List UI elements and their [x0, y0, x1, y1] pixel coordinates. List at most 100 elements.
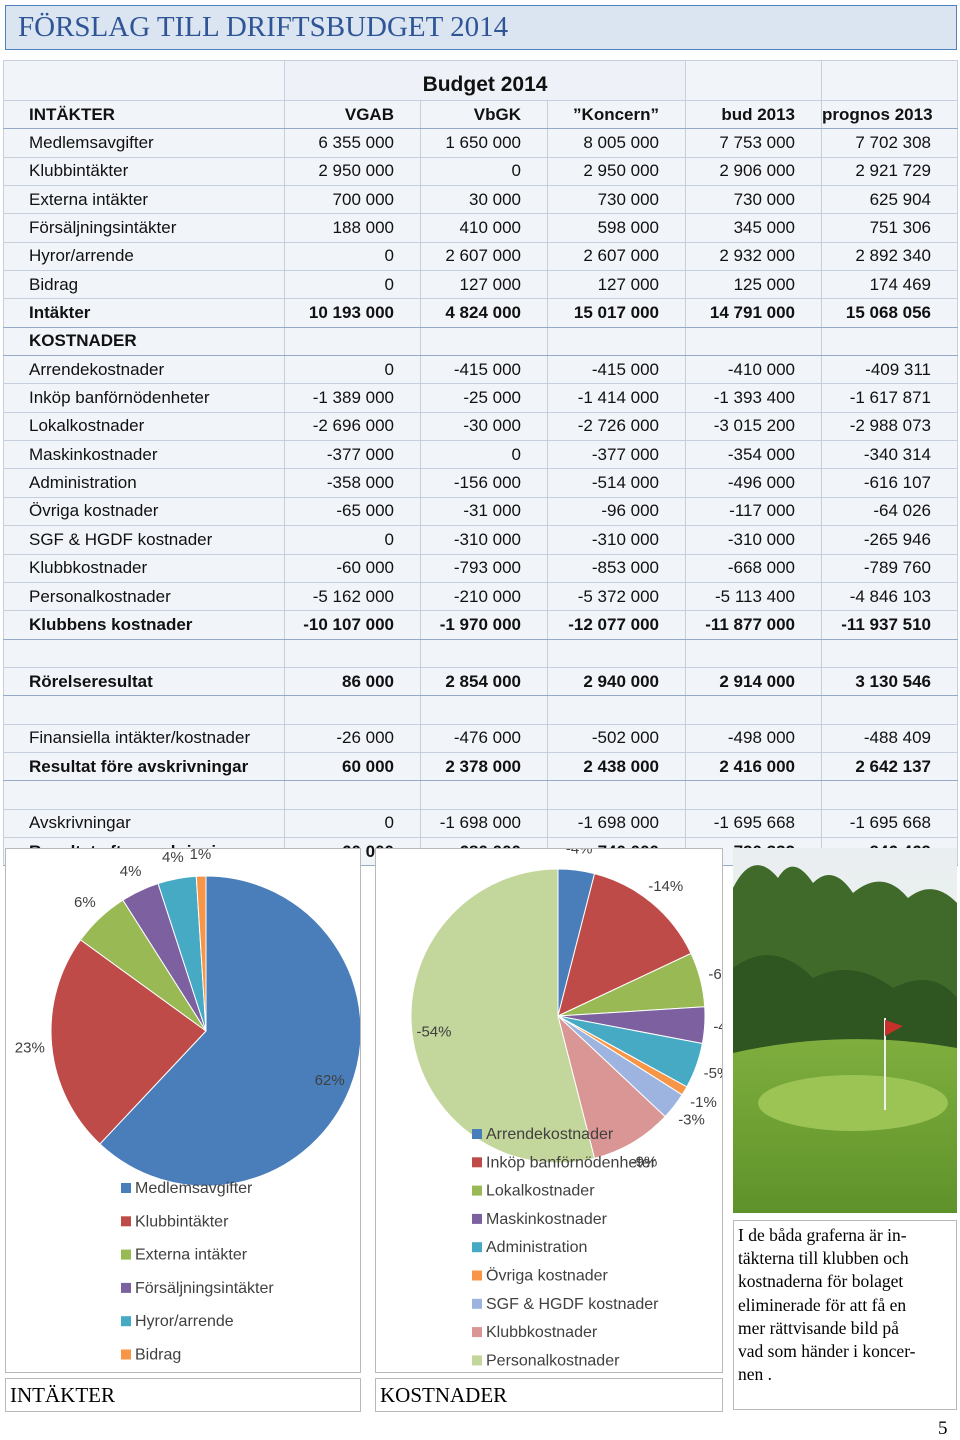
- table-row: Resultat före avskrivningar 60 000 2 378 0…: [3, 751, 959, 782]
- cell: -358 000: [284, 468, 421, 498]
- legend-label: Administration: [486, 1239, 587, 1256]
- golf-photo: [733, 848, 957, 1213]
- cell: -5 113 400: [685, 581, 823, 612]
- cell: -117 000: [685, 496, 823, 527]
- cell: -5 162 000: [284, 581, 421, 612]
- cell: -377 000: [546, 440, 687, 470]
- cell: -410 000: [685, 355, 823, 385]
- column-header: ”Koncern”: [546, 99, 687, 130]
- cell: -1 414 000: [546, 383, 687, 413]
- cell: [3, 60, 285, 101]
- table-row: Klubbens kostnader -10 107 000 -1 970 000-…: [3, 610, 959, 640]
- legend-swatch: [121, 1183, 131, 1193]
- legend-swatch: [472, 1270, 482, 1281]
- cell: 0: [284, 241, 421, 272]
- cell: 7 702 308: [821, 128, 959, 158]
- cell: 730 000: [685, 185, 823, 215]
- cell: 2 438 000: [546, 751, 687, 782]
- cell: [685, 326, 823, 357]
- slice-label: -1%: [690, 1094, 717, 1111]
- cell: [284, 326, 421, 357]
- header-row: INTÄKTER VGAB VbGK ”Koncern” bud 2013 prognos…: [3, 99, 959, 130]
- cell: Övriga kostnader: [3, 496, 285, 527]
- cell: -1 617 871: [821, 383, 959, 413]
- table-row: SGF & HGDF kostnader 0 -310 000 -310 000 -31…: [3, 525, 959, 555]
- slice-label: -14%: [648, 878, 683, 895]
- table-row: Administration -358 000 -156 000 -514 000 -4…: [3, 468, 959, 498]
- cell: Externa intäkter: [3, 185, 285, 215]
- caption-line: I de båda graferna är in-: [738, 1225, 907, 1245]
- cell: 2 950 000: [284, 156, 421, 187]
- table-row: Klubbintäkter 2 950 000 0 2 950 000 2 906 00…: [3, 156, 959, 187]
- cell: 700 000: [284, 185, 421, 215]
- legend-label: Inköp banförnödenheter: [486, 1154, 657, 1171]
- cell: -1 389 000: [284, 383, 421, 413]
- column-header: VGAB: [284, 99, 421, 130]
- legend-swatch: [472, 1242, 482, 1253]
- cell: 30 000: [420, 185, 548, 215]
- income-pie-panel: 62% 23% 6% 4% 4% 1% Medlemsavgifter Klubbintäkt…: [5, 848, 361, 1373]
- spacer-row: [3, 638, 959, 668]
- cell: [284, 695, 421, 725]
- table-row: Arrendekostnader 0 -415 000 -415 000 -410 00…: [3, 355, 959, 385]
- cell: -616 107: [821, 468, 959, 498]
- table-row: Inköp banförnödenheter -1 389 000 -25 000-…: [3, 383, 959, 413]
- cell: -4 846 103: [821, 581, 959, 612]
- budget-table: Budget 2014 INTÄKTER VGAB VbGK ”Koncern” bud …: [3, 60, 959, 867]
- slice-label: -5%: [704, 1065, 723, 1082]
- legend-swatch: [121, 1316, 131, 1327]
- cell: 15 068 056: [821, 298, 959, 328]
- budget-header: Budget 2014: [283, 60, 687, 101]
- table-row: Försäljningsintäkter 188 000 410 000 598 00…: [3, 213, 959, 243]
- cell: -3 015 200: [685, 411, 823, 442]
- legend-label: Arrendekostnader: [486, 1126, 614, 1143]
- cell: 4 824 000: [420, 298, 548, 328]
- cell: 0: [284, 270, 421, 300]
- cell: Bidrag: [3, 270, 285, 300]
- cell: -476 000: [420, 723, 548, 753]
- cell: -514 000: [546, 468, 687, 498]
- cell: 0: [284, 525, 421, 555]
- cell: Avskrivningar: [3, 808, 285, 838]
- cell: Finansiella intäkter/kostnader: [3, 723, 285, 753]
- cell: -5 372 000: [546, 581, 687, 612]
- column-header: prognos 2013: [821, 99, 959, 130]
- legend-swatch: [472, 1298, 482, 1309]
- table-row: Övriga kostnader -65 000 -31 000 -96 000 -11…: [3, 496, 959, 527]
- cell: -1 695 668: [821, 808, 959, 838]
- legend-swatch: [472, 1185, 482, 1196]
- cell: [284, 780, 421, 810]
- table-row: Maskinkostnader -377 000 0 -377 000 -354 000…: [3, 440, 959, 470]
- cell: Intäkter: [3, 298, 285, 328]
- legend-swatch: [121, 1216, 131, 1227]
- cell: 174 469: [821, 270, 959, 300]
- cell: [546, 695, 687, 725]
- table-row: Rörelseresultat 86 000 2 854 000 2 940 000 2…: [3, 666, 959, 697]
- cell: -377 000: [284, 440, 421, 470]
- cell: -1 698 000: [546, 808, 687, 838]
- chart-caption: INTÄKTER: [5, 1378, 361, 1412]
- cell: Klubbintäkter: [3, 156, 285, 187]
- cell: 0: [284, 808, 421, 838]
- cell: [821, 60, 959, 101]
- page-title: FÖRSLAG TILL DRIFTSBUDGET 2014: [5, 5, 957, 50]
- cell: SGF & HGDF kostnader: [3, 525, 285, 555]
- cell: [685, 638, 823, 668]
- cell: Medlemsavgifter: [3, 128, 285, 158]
- slice-label: -4%: [566, 848, 593, 857]
- chart-caption: KOSTNADER: [375, 1378, 723, 1412]
- cell: 15 017 000: [546, 298, 687, 328]
- cell: Klubbens kostnader: [3, 610, 285, 640]
- cell: -31 000: [420, 496, 548, 527]
- legend-label: Försäljningsintäkter: [135, 1280, 274, 1297]
- cell: Rörelseresultat: [3, 666, 285, 697]
- cell: [546, 780, 687, 810]
- cell: 2 921 729: [821, 156, 959, 187]
- cell: Administration: [3, 468, 285, 498]
- cell: -488 409: [821, 723, 959, 753]
- slice-label: -4%: [713, 1019, 723, 1036]
- table-row: Avskrivningar 0 -1 698 000 -1 698 000 -1 695…: [3, 808, 959, 838]
- cell: 2 914 000: [685, 666, 823, 697]
- cell: [420, 695, 548, 725]
